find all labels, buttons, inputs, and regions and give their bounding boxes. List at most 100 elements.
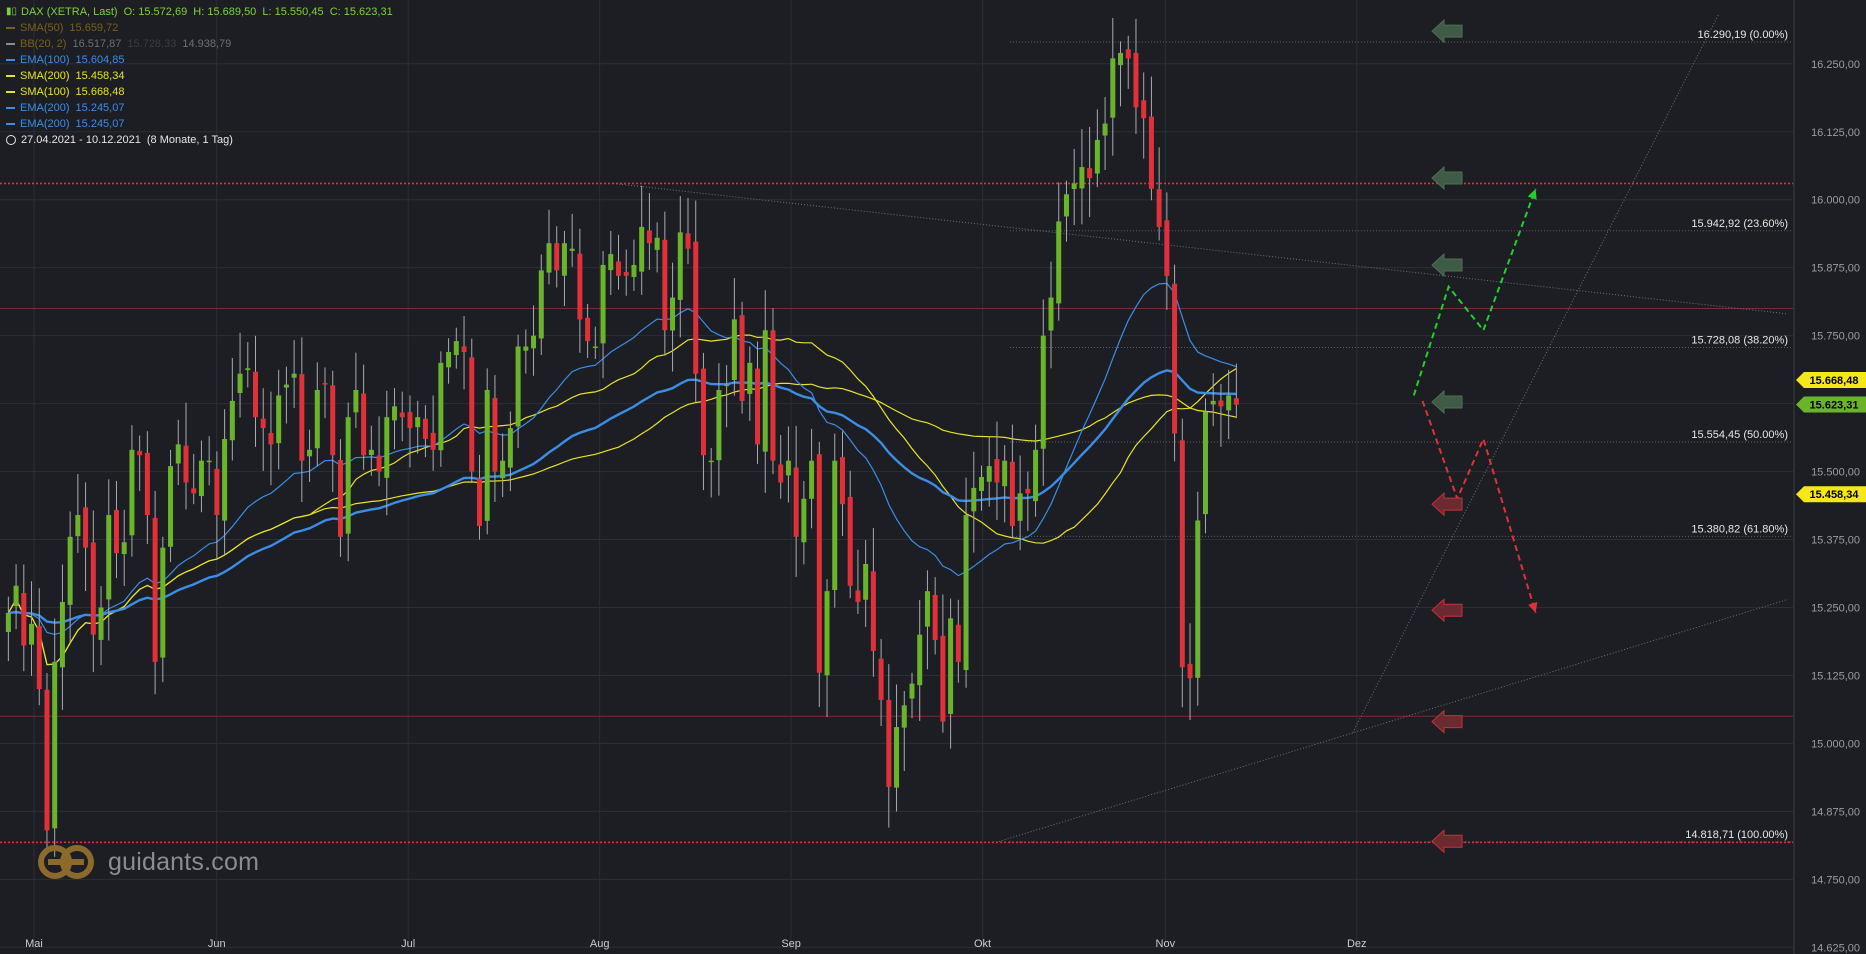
legend-value: 15.728,33	[127, 38, 177, 50]
candle-up	[353, 390, 359, 413]
candle-down	[90, 542, 96, 635]
candle-down	[152, 517, 158, 662]
candle-down	[422, 418, 428, 439]
candle-up	[762, 330, 768, 452]
y-tick-label: 14.750,00	[1811, 874, 1860, 886]
candle-down	[1025, 488, 1031, 494]
candle-down	[940, 635, 946, 722]
candle-up	[484, 390, 490, 521]
candle-up	[592, 346, 598, 349]
ema100-line	[8, 282, 1237, 636]
y-tick-label: 16.000,00	[1811, 195, 1860, 207]
candle-down	[113, 509, 119, 554]
legend-item[interactable]: SMA(100) 15.668,48	[6, 84, 393, 100]
candle-up	[670, 297, 676, 331]
fib-label: 16.290,19 (0.00%)	[1697, 29, 1788, 41]
candle-up	[1063, 194, 1069, 217]
x-tick-label: Jul	[401, 938, 415, 950]
candle-down	[1087, 168, 1093, 178]
legend-item[interactable]: SMA(200) 15.458,34	[6, 68, 393, 84]
candle-down	[1141, 100, 1147, 119]
trendline	[995, 598, 1789, 843]
legend-item[interactable]: EMA(100) 15.604,85	[6, 52, 393, 68]
candle-down	[144, 452, 150, 516]
candle-up	[979, 477, 985, 492]
candle-up	[59, 602, 65, 668]
candle-up	[708, 460, 714, 463]
bear-scenario-arrowhead	[1528, 602, 1538, 613]
candle-down	[646, 230, 652, 244]
candle-up	[52, 661, 58, 829]
legend-item[interactable]: BB(20, 2) 16.517,87 15.728,33 14.938,79	[6, 36, 393, 52]
candle-up	[453, 341, 459, 356]
red-level-marker	[1431, 829, 1463, 854]
candle-up	[1202, 411, 1208, 515]
candle-up	[314, 390, 320, 449]
candle-down	[36, 625, 42, 690]
candle-up	[276, 395, 282, 444]
candle-up	[1048, 297, 1054, 331]
red-level-marker	[1431, 598, 1463, 623]
candle-down	[886, 699, 892, 787]
candle-up	[345, 417, 351, 534]
candle-down	[778, 464, 784, 483]
symbol-name[interactable]: DAX (XETRA, Last)	[21, 6, 118, 18]
candle-down	[1172, 283, 1178, 434]
candle-up	[832, 460, 838, 590]
bull-scenario-path	[1412, 188, 1537, 396]
candle-up	[13, 585, 19, 607]
candle-up	[291, 373, 297, 378]
candle-down	[755, 368, 761, 445]
candle-up	[785, 460, 791, 476]
y-tick-label: 15.125,00	[1811, 670, 1860, 682]
legend-name: SMA(50)	[20, 22, 64, 34]
candle-up	[809, 460, 815, 499]
candle-up	[121, 542, 127, 555]
legend-name: SMA(200)	[20, 70, 70, 82]
legend-item[interactable]: EMA(200) 15.245,07	[6, 100, 393, 116]
x-tick-label: Sep	[781, 938, 801, 950]
legend-value: 15.659,72	[69, 22, 119, 34]
candle-down	[476, 478, 482, 526]
ema200-line	[8, 369, 1237, 624]
legend-name: EMA(200)	[20, 102, 70, 114]
price-tag	[1796, 396, 1866, 413]
candle-up	[198, 460, 204, 497]
candle-down	[1009, 461, 1015, 526]
candle-up	[1210, 400, 1216, 405]
candle-up	[531, 335, 537, 349]
candle-down	[847, 496, 853, 586]
candle-up	[716, 390, 722, 461]
candle-up	[986, 466, 992, 482]
legend-item[interactable]: SMA(50) 15.659,72	[6, 20, 393, 36]
legend-swatch	[6, 123, 15, 125]
candle-up	[129, 449, 135, 536]
price-tags: 15.668,48 15.623,31 15.458,34	[1796, 371, 1866, 503]
legend-value: 15.458,34	[75, 70, 125, 82]
candle-up	[245, 368, 251, 371]
candle-down	[137, 450, 143, 456]
level-markers	[1431, 19, 1463, 854]
candle-down	[770, 330, 776, 461]
clock-icon	[6, 135, 16, 145]
x-tick-label: Mai	[25, 938, 43, 950]
candle-down	[1218, 400, 1224, 407]
guidants-logo-icon	[38, 845, 94, 879]
legend-swatch	[6, 43, 15, 45]
y-tick-label: 15.500,00	[1811, 467, 1860, 479]
candle-up	[963, 515, 969, 670]
scenario-arrows	[1412, 188, 1538, 614]
x-tick-label: Jun	[208, 938, 226, 950]
candle-up	[1017, 493, 1023, 521]
sma200-line	[7, 382, 1237, 666]
candle-up	[206, 460, 212, 463]
legend-item[interactable]: EMA(200) 15.245,07	[6, 116, 393, 132]
candle-down	[839, 457, 845, 505]
candle-up	[801, 498, 807, 543]
period-span: (8 Monate, 1 Tag)	[146, 134, 233, 146]
candle-down	[739, 315, 745, 401]
fibonacci-levels: 16.290,19 (0.00%) 15.942,92 (23.60%) 15.72…	[1010, 29, 1793, 843]
legend-name: SMA(100)	[20, 86, 70, 98]
candle-up	[971, 487, 977, 512]
